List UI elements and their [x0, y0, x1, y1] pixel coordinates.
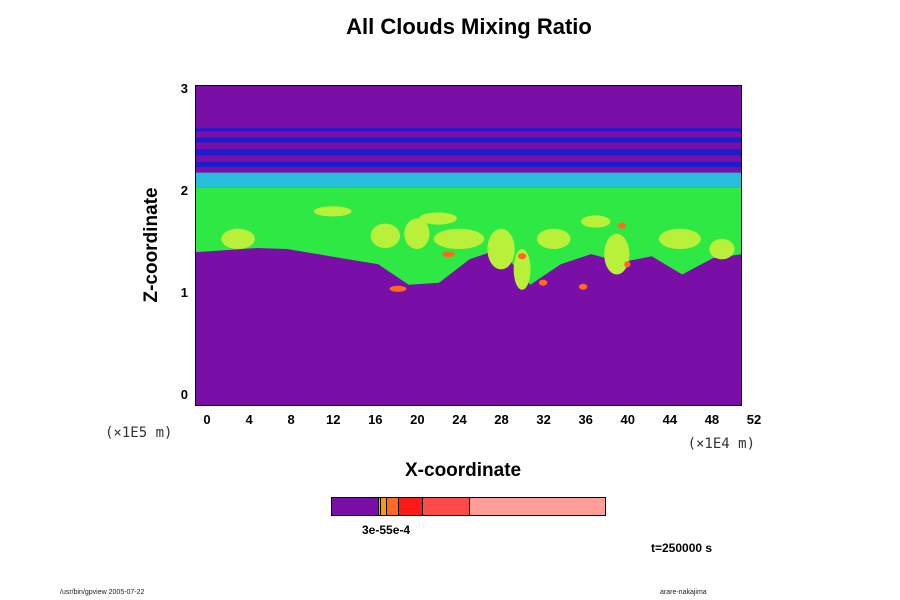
time-label: t=250000 s — [651, 541, 713, 555]
heatmap-field — [196, 86, 741, 405]
y-tick-label: 2 — [180, 183, 188, 198]
blue-band — [196, 128, 741, 132]
footer-right: arare-nakajima — [660, 589, 707, 596]
cloud-patch — [536, 228, 571, 250]
x-tick-label: 24 — [452, 412, 467, 427]
x-tick-label: 36 — [578, 412, 593, 427]
colorbar-segment — [469, 498, 605, 515]
colorbar-segment — [380, 498, 387, 515]
y-axis-label: Z-coordinate — [141, 187, 162, 303]
x-tick-label: 32 — [536, 412, 551, 427]
blue-band — [196, 161, 741, 168]
cloud-patch — [604, 233, 630, 275]
cloud-patch — [370, 223, 401, 249]
x-scale-label: (×1E4 m) — [687, 436, 755, 452]
x-tick-label: 52 — [746, 412, 762, 427]
cloud-patch — [419, 212, 457, 225]
cloud-patch — [709, 238, 735, 260]
blue-band — [196, 149, 741, 156]
cloud-core — [389, 285, 407, 292]
x-tick-label: 40 — [620, 412, 635, 427]
cloud-patch — [313, 206, 352, 217]
x-tick-label: 12 — [325, 412, 341, 427]
colorbar-segment — [422, 498, 470, 515]
cyan-band — [196, 172, 741, 188]
colorbar-segment — [378, 498, 381, 515]
chart-title: All Clouds Mixing Ratio — [346, 14, 592, 39]
y-scale-label: (×1E5 m) — [105, 425, 173, 441]
x-tick-label: 16 — [368, 412, 383, 427]
cloud-core — [624, 261, 631, 268]
cloud-core — [517, 253, 527, 260]
colorbar-segment — [332, 498, 379, 515]
footer-left: /usr/bin/gpview 2005-07-22 — [60, 589, 145, 596]
cloud-patch — [513, 249, 531, 290]
blue-band — [196, 137, 741, 143]
y-tick-label: 3 — [180, 81, 188, 97]
colorbar — [331, 497, 606, 516]
x-tick-label: 20 — [410, 412, 425, 427]
x-tick-label: 0 — [203, 412, 211, 427]
plot-area — [195, 85, 742, 406]
cloud-core — [578, 283, 588, 290]
x-tick-label: 48 — [704, 412, 720, 427]
colorbar-segment — [399, 498, 423, 515]
cloud-core — [617, 222, 627, 229]
cloud-patch — [658, 228, 701, 250]
colorbar-label: 3e-55e-4 — [362, 523, 411, 537]
x-tick-label: 44 — [662, 412, 678, 427]
cloud-patch — [404, 218, 430, 250]
y-tick-label: 0 — [180, 386, 188, 402]
colorbar-segment — [387, 498, 400, 515]
cloud-core — [442, 251, 455, 258]
x-tick-label: 28 — [494, 412, 509, 427]
x-axis-label: X-coordinate — [405, 460, 522, 481]
cloud-patch — [581, 215, 611, 228]
y-tick-label: 1 — [180, 284, 188, 300]
x-tick-label: 4 — [245, 412, 253, 427]
x-tick-label: 8 — [287, 412, 295, 427]
cloud-patch — [433, 228, 485, 250]
cloud-patch — [487, 228, 515, 270]
cloud-patch — [221, 228, 255, 250]
cloud-core — [538, 279, 548, 286]
